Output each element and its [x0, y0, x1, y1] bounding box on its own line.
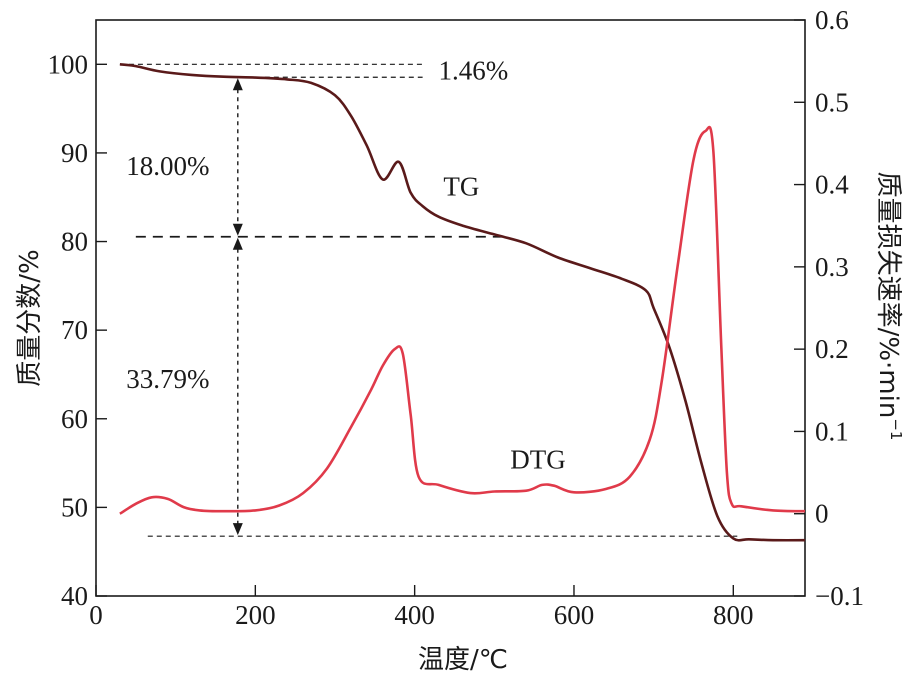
left-tick-label: 100 — [48, 49, 89, 79]
left-tick-label: 80 — [61, 227, 88, 257]
right-y-axis: −0.1 0 0.1 0.2 0.3 0.4 0.5 0.6 — [794, 5, 864, 611]
right-tick-label: 0.3 — [815, 252, 849, 282]
x-tick-label: 800 — [713, 600, 754, 630]
left-y-axis: 40 50 60 70 80 90 100 — [48, 49, 107, 611]
right-axis-title-main: 质量损失速率/%·min — [873, 172, 903, 419]
left-tick-label: 40 — [61, 581, 88, 611]
arrow-stage3-head-down — [232, 523, 243, 536]
x-axis: 0 200 400 600 800 — [89, 585, 754, 630]
left-axis-title: 质量分数/% — [15, 249, 45, 386]
left-tick-label: 90 — [61, 138, 88, 168]
left-tick-label: 50 — [61, 492, 88, 522]
right-tick-label: 0 — [815, 499, 829, 529]
x-tick-label: 400 — [394, 600, 435, 630]
plot-border — [95, 19, 806, 597]
annotation-stage3-loss: 33.79% — [126, 364, 209, 394]
right-tick-label: 0.6 — [815, 5, 849, 35]
left-tick-label: 60 — [61, 404, 88, 434]
tg-series-label: TG — [443, 172, 479, 202]
x-tick-label: 200 — [235, 600, 276, 630]
x-tick-label: 600 — [554, 600, 595, 630]
left-tick-label: 70 — [61, 315, 88, 345]
x-tick-label: 0 — [89, 600, 103, 630]
arrow-stage2-head-up — [232, 78, 243, 91]
annotation-stage2-loss: 18.00% — [126, 151, 209, 181]
x-axis-title: 温度/℃ — [418, 645, 508, 675]
arrow-stage2-head-down — [232, 223, 243, 236]
right-tick-label: 0.5 — [815, 87, 849, 117]
series-group — [119, 63, 806, 542]
right-tick-label: 0.4 — [815, 170, 849, 200]
dtg-series-line — [119, 125, 806, 515]
right-tick-label: 0.1 — [815, 416, 849, 446]
right-axis-title-superscript: −1 — [887, 418, 905, 440]
right-axis-title-group: 质量损失速率/%·min−1 — [873, 172, 905, 441]
annotations: 1.46% 18.00% 33.79% — [119, 56, 738, 537]
right-axis-title: 质量损失速率/%·min−1 — [873, 172, 905, 441]
annotation-stage1-loss: 1.46% — [439, 56, 509, 86]
right-tick-label: 0.2 — [815, 334, 849, 364]
arrow-stage3-head-up — [232, 237, 243, 250]
right-tick-label: −0.1 — [815, 581, 864, 611]
dtg-series-label: DTG — [510, 445, 566, 475]
plot-frame — [95, 19, 806, 597]
tg-series-line — [119, 63, 806, 542]
